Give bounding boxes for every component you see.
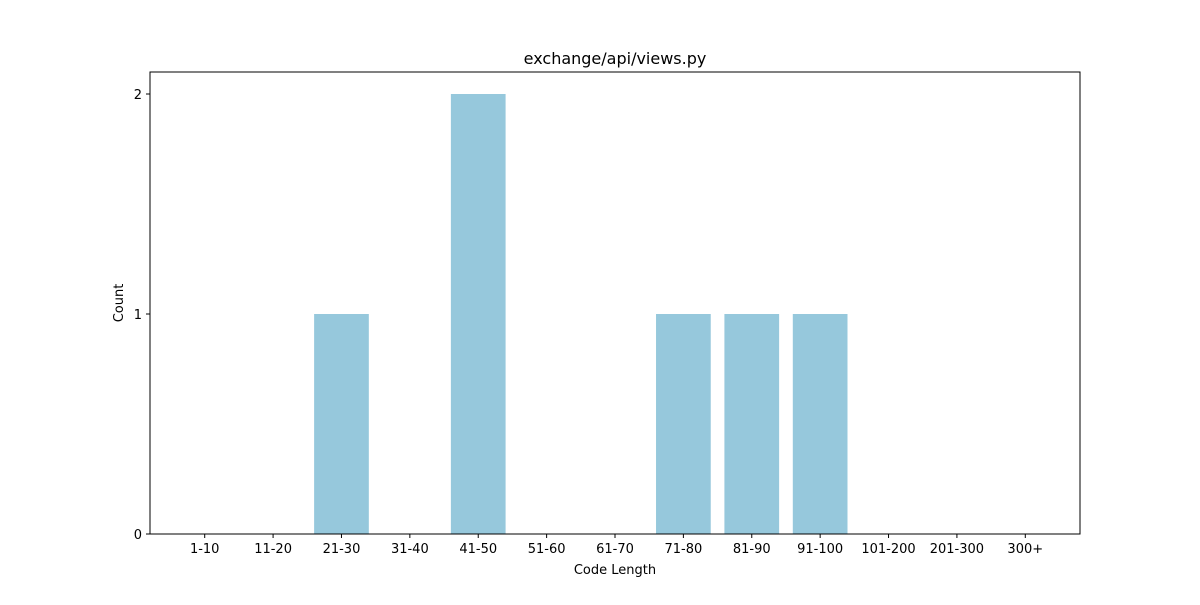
y-tick-label: 1 (134, 308, 142, 323)
plot-frame (149, 71, 1081, 535)
x-tick-label: 91-100 (797, 542, 843, 557)
x-tick-label: 1-10 (190, 542, 220, 557)
bar-81-90 (724, 314, 780, 534)
x-tick-label: 21-30 (323, 542, 361, 557)
bar-91-100 (792, 314, 848, 534)
x-tick-label: 31-40 (391, 542, 429, 557)
x-tick-label: 11-20 (254, 542, 292, 557)
y-tick-label: 2 (134, 88, 142, 103)
bars-layer (314, 94, 848, 534)
x-axis-label: Code Length (574, 563, 656, 578)
x-tick-label: 300+ (1007, 542, 1043, 557)
x-tick-label: 81-90 (733, 542, 771, 557)
x-tick-label: 101-200 (861, 542, 915, 557)
y-axis-label: Count (112, 284, 127, 323)
bar-71-80 (656, 314, 711, 534)
x-tick-label: 41-50 (459, 542, 497, 557)
x-tick-label: 61-70 (596, 542, 634, 557)
x-axis-ticks: 1-10 11-20 21-30 31-40 41-50 51-60 61-70 71-80 8… (190, 534, 1043, 557)
bar-41-50 (450, 94, 506, 534)
chart-title: exchange/api/views.py (524, 49, 707, 68)
bar-21-30 (314, 314, 369, 534)
y-tick-label: 0 (134, 528, 142, 543)
x-tick-label: 201-300 (930, 542, 984, 557)
x-tick-label: 51-60 (528, 542, 566, 557)
x-tick-label: 71-80 (664, 542, 702, 557)
y-axis-ticks: 0 1 2 (134, 88, 150, 543)
